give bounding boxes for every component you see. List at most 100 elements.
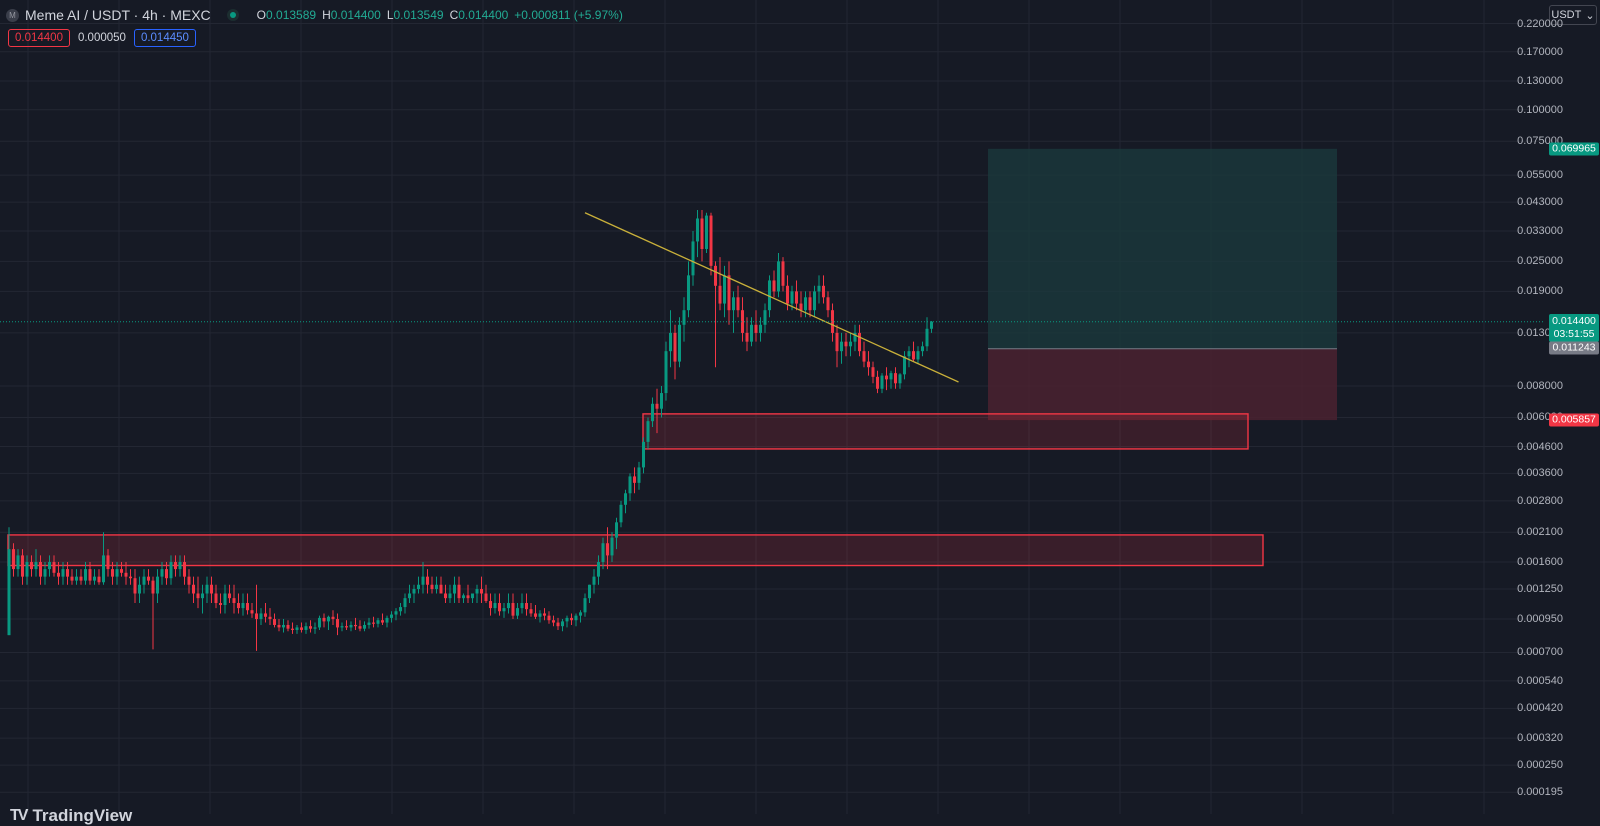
candle-body <box>822 285 825 298</box>
candle-body <box>201 593 204 599</box>
candle-body <box>732 297 735 311</box>
loss-zone <box>988 348 1337 421</box>
candle-body <box>462 595 465 599</box>
candle-body <box>930 321 933 329</box>
candle-body <box>583 598 587 613</box>
candle-body <box>93 576 96 581</box>
candle-body <box>813 291 816 311</box>
candle-body <box>894 373 897 384</box>
candle-body <box>655 403 659 409</box>
candle-body <box>759 324 762 333</box>
candle-body <box>700 218 704 249</box>
price-axis-label: 0.000950 <box>1517 613 1563 626</box>
candle-body <box>246 603 249 611</box>
demand-zones[interactable] <box>7 413 1264 567</box>
candle-body <box>327 616 330 622</box>
candle-body <box>862 351 866 362</box>
candle-body <box>417 584 420 590</box>
price-axis-label: 0.008000 <box>1517 380 1563 392</box>
candle-body <box>187 576 191 585</box>
candle-body <box>408 593 411 599</box>
candle-body <box>192 584 195 594</box>
chevron-down-icon: ⌄ <box>1585 9 1595 22</box>
candle-body <box>295 627 299 630</box>
candle-body <box>853 332 857 342</box>
symbol-title[interactable]: Meme AI / USDT · 4h · MEXC <box>25 7 211 23</box>
candle-body <box>556 622 560 627</box>
candle-body <box>268 616 272 620</box>
candle-body <box>885 375 888 380</box>
candle-body <box>340 626 344 628</box>
candle-body <box>628 476 632 494</box>
candle-body <box>237 603 240 609</box>
candle-body <box>241 603 245 609</box>
candle-body <box>543 613 546 616</box>
market-status-icon[interactable] <box>226 9 239 21</box>
candle-body <box>844 341 848 347</box>
candle-body <box>781 261 785 286</box>
currency-selector[interactable]: USDT ⌄ <box>1549 5 1597 25</box>
candle-body <box>534 613 537 617</box>
candle-body <box>840 341 843 352</box>
candle-body <box>817 285 821 292</box>
candle-body <box>718 285 722 304</box>
candle-body <box>169 562 173 579</box>
candle-body <box>741 310 744 333</box>
candles <box>7 209 933 651</box>
close-value: 0.014400 <box>458 8 509 22</box>
price-axis-label: 0.000420 <box>1517 702 1563 715</box>
candle-body <box>390 614 393 618</box>
candle-body <box>259 613 263 620</box>
price-axis-label: 0.001250 <box>1517 583 1563 596</box>
candle-body <box>264 613 267 617</box>
candle-body <box>421 576 425 585</box>
candle-body <box>925 328 929 347</box>
close-label: C <box>449 8 459 22</box>
candle-body <box>399 607 402 612</box>
spread-value: 0.000050 <box>77 32 126 44</box>
candle-body <box>228 593 231 599</box>
candle-body <box>471 593 474 599</box>
candle-body <box>223 593 227 606</box>
candle-body <box>124 572 128 577</box>
candle-body <box>673 332 677 362</box>
candle-body <box>286 624 290 629</box>
demand-zone-2 <box>7 534 1264 567</box>
price-axis-label: 0.025000 <box>1517 255 1563 268</box>
price-axis-label: 0.002800 <box>1517 494 1563 507</box>
buy-button[interactable]: 0.014450 <box>133 29 196 47</box>
last-price-tag: 0.014400 03:51:55 <box>1549 313 1599 342</box>
price-axis-label: 0.220000 <box>1517 17 1563 30</box>
sell-button[interactable]: 0.014400 <box>8 29 70 47</box>
candle-body <box>790 291 794 304</box>
long-position-tool[interactable] <box>988 148 1337 421</box>
candle-body <box>898 374 902 384</box>
candle-body <box>43 569 47 577</box>
ohlc-values: O0.013589 H0.014400 L0.013549 C0.014400 … <box>257 8 623 22</box>
trade-buttons: 0.014400 0.000050 0.014450 <box>8 29 196 47</box>
candle-body <box>142 576 146 585</box>
candle-body <box>102 555 105 583</box>
candle-body <box>88 569 92 581</box>
candle-body <box>606 543 609 556</box>
candle-body <box>736 297 740 311</box>
candle-body <box>615 522 618 538</box>
candle-body <box>889 373 893 380</box>
trendline[interactable] <box>584 212 959 383</box>
candle-body <box>372 622 375 624</box>
candle-body <box>619 504 623 523</box>
price-axis-label: 0.000250 <box>1517 759 1563 772</box>
candle-body <box>529 609 533 614</box>
candle-body <box>205 584 209 594</box>
candle-body <box>21 555 24 577</box>
candle-body <box>273 619 276 625</box>
candle-body <box>219 603 222 606</box>
candle-body <box>795 291 798 304</box>
candle-body <box>768 280 771 311</box>
candle-body <box>367 622 371 625</box>
candle-body <box>448 593 452 599</box>
candle-body <box>705 215 708 249</box>
grid <box>0 0 1545 814</box>
candle-body <box>678 324 681 362</box>
